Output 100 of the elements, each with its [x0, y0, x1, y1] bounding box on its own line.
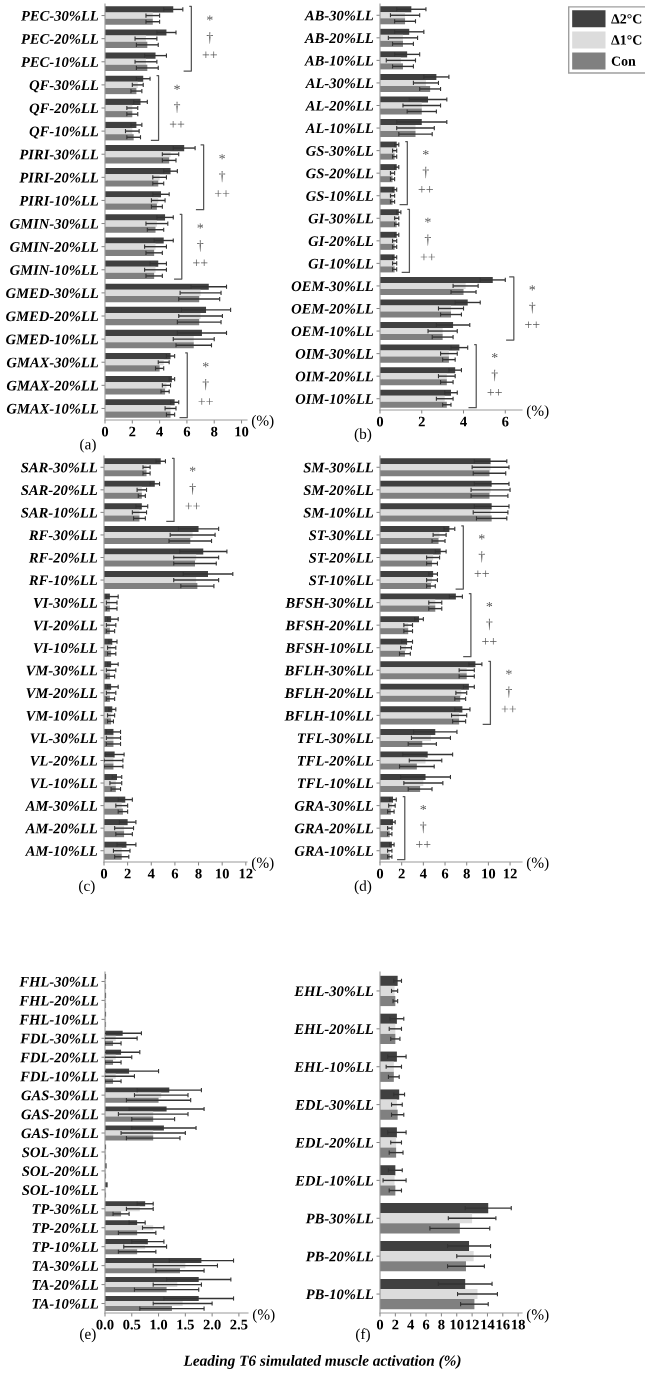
y-tick-label: SM-30%LL	[303, 462, 374, 473]
x-tick-label: 2	[124, 868, 131, 879]
y-tick-label: EHL-10%LL	[294, 1062, 374, 1072]
y-tick-label: GMED-10%LL	[6, 334, 99, 345]
y-tick-label: EHL-20%LL	[294, 1024, 374, 1035]
annotation: * † ++	[202, 15, 217, 59]
y-tick-label: AM-30%LL	[24, 800, 98, 811]
y-tick-label: EDL-20%LL	[295, 1137, 374, 1148]
x-tick-label: 12	[503, 868, 517, 879]
y-tick-label: SAR-30%LL	[21, 462, 98, 473]
x-tick-label: 2	[129, 426, 136, 437]
y-tick-label: SM-20%LL	[303, 485, 374, 496]
x-tick-label: 10	[482, 868, 496, 879]
text: (c)	[79, 880, 95, 895]
y-tick-label: ST-30%LL	[308, 530, 374, 541]
x-tick-label: 4	[147, 868, 155, 879]
annotation: * † ++	[169, 84, 185, 128]
annotation: * † ++	[416, 805, 431, 848]
annotation: * † ++	[525, 285, 540, 328]
x-axis-title: (%)	[526, 857, 549, 871]
y-tick-label: GI-20%LL	[308, 236, 374, 247]
x-tick-label: 10	[216, 868, 229, 879]
x-tick-label: 6	[171, 868, 179, 879]
y-tick-label: VL-10%LL	[30, 778, 98, 789]
y-tick-label: OIM-10%LL	[295, 394, 374, 404]
y-tick-label: PIRI-10%LL	[19, 195, 99, 206]
y-tick-label: TFL-10%LL	[297, 778, 374, 789]
annotation: * † ++	[185, 466, 200, 510]
y-tick-label: PEC-10%LL	[20, 57, 99, 68]
x-axis-title: (%)	[251, 857, 274, 871]
y-tick-label: EHL-30%LL	[294, 986, 374, 997]
y-tick-label: GRA-20%LL	[294, 823, 374, 834]
y-tick-label: VI-30%LL	[33, 597, 98, 608]
y-tick-label: TA-10%LL	[32, 1298, 99, 1309]
y-tick-label: PB-30%LL	[305, 1213, 374, 1224]
annotation: * † ++	[198, 362, 213, 405]
y-tick-label: PIRI-30%LL	[19, 149, 99, 160]
y-tick-label: GMED-20%LL	[6, 311, 99, 322]
y-tick-label: FDL-30%LL	[20, 1033, 99, 1044]
x-tick-label: 8	[211, 426, 218, 437]
y-tick-label: TFL-30%LL	[297, 733, 374, 744]
text: (b)	[354, 428, 372, 443]
y-tick-label: TP-20%LL	[32, 1223, 99, 1233]
y-tick-label: PB-10%LL	[305, 1289, 374, 1300]
x-tick-label: 2	[418, 416, 425, 427]
x-tick-label: 4	[156, 426, 163, 437]
y-tick-label: SOL-30%LL	[22, 1147, 99, 1158]
text: Leading T6 simulated muscle activation (%)	[183, 1355, 461, 1369]
y-tick-label: FHL-20%LL	[19, 995, 99, 1006]
y-tick-label: RF-30%LL	[28, 530, 98, 541]
x-tick-label: 6	[422, 1319, 430, 1330]
x-tick-label: 0	[376, 1319, 384, 1330]
y-tick-label: BFSH-20%LL	[285, 620, 374, 631]
x-tick-label: 1.0	[150, 1319, 168, 1330]
y-tick-label: GAS-20%LL	[21, 1109, 99, 1120]
y-tick-label: AL-10%LL	[304, 123, 374, 134]
y-tick-label: GRA-30%LL	[294, 800, 374, 811]
x-tick-label: 2	[398, 868, 405, 879]
legend-label: Δ2°C	[611, 14, 642, 24]
x-tick-label: 18	[512, 1319, 525, 1330]
x-tick-label: 4	[460, 416, 467, 427]
y-tick-label: GMED-30%LL	[6, 288, 99, 299]
y-tick-label: ST-10%LL	[308, 575, 374, 586]
y-tick-label: BFLH-10%LL	[284, 710, 374, 721]
y-tick-label: ST-20%LL	[308, 552, 374, 563]
x-tick-label: 2	[392, 1319, 399, 1330]
y-tick-label: GI-10%LL	[308, 258, 374, 269]
x-tick-label: 16	[496, 1319, 510, 1330]
x-tick-label: 8	[195, 868, 202, 879]
x-tick-label: 10	[450, 1319, 464, 1330]
y-tick-label: OEM-10%LL	[291, 326, 374, 337]
x-tick-label: 14	[481, 1319, 495, 1330]
y-tick-label: TP-30%LL	[32, 1204, 99, 1215]
y-tick-label: AM-10%LL	[24, 846, 98, 856]
y-tick-label: TA-20%LL	[32, 1279, 99, 1290]
y-tick-label: VM-10%LL	[26, 710, 98, 721]
x-tick-label: 2.5	[230, 1319, 248, 1330]
legend-label: Con	[611, 56, 636, 66]
y-tick-label: PB-20%LL	[305, 1251, 374, 1262]
x-tick-label: 12	[239, 868, 253, 879]
y-tick-label: GAS-30%LL	[21, 1090, 99, 1101]
y-tick-label: VM-30%LL	[26, 665, 98, 676]
y-tick-label: QF-10%LL	[29, 126, 99, 139]
y-tick-label: VI-10%LL	[33, 643, 98, 653]
y-tick-label: TP-10%LL	[32, 1242, 99, 1252]
x-tick-label: 4	[407, 1319, 415, 1330]
y-tick-label: GAS-10%LL	[21, 1128, 99, 1139]
x-tick-label: 0.5	[123, 1319, 141, 1330]
x-tick-label: 8	[438, 1319, 445, 1330]
y-tick-label: FDL-20%LL	[20, 1052, 99, 1063]
x-tick-label: 10	[235, 426, 249, 437]
y-tick-label: PIRI-20%LL	[19, 172, 99, 183]
annotation: * † ++	[487, 353, 502, 396]
y-tick-label: FDL-10%LL	[20, 1071, 99, 1082]
x-tick-label: 0	[376, 868, 384, 879]
x-tick-label: 1.5	[177, 1319, 194, 1330]
y-tick-label: AM-20%LL	[24, 823, 98, 834]
y-tick-label: SOL-10%LL	[22, 1185, 99, 1196]
y-tick-label: SOL-20%LL	[22, 1166, 99, 1177]
y-tick-label: GS-10%LL	[306, 191, 374, 201]
